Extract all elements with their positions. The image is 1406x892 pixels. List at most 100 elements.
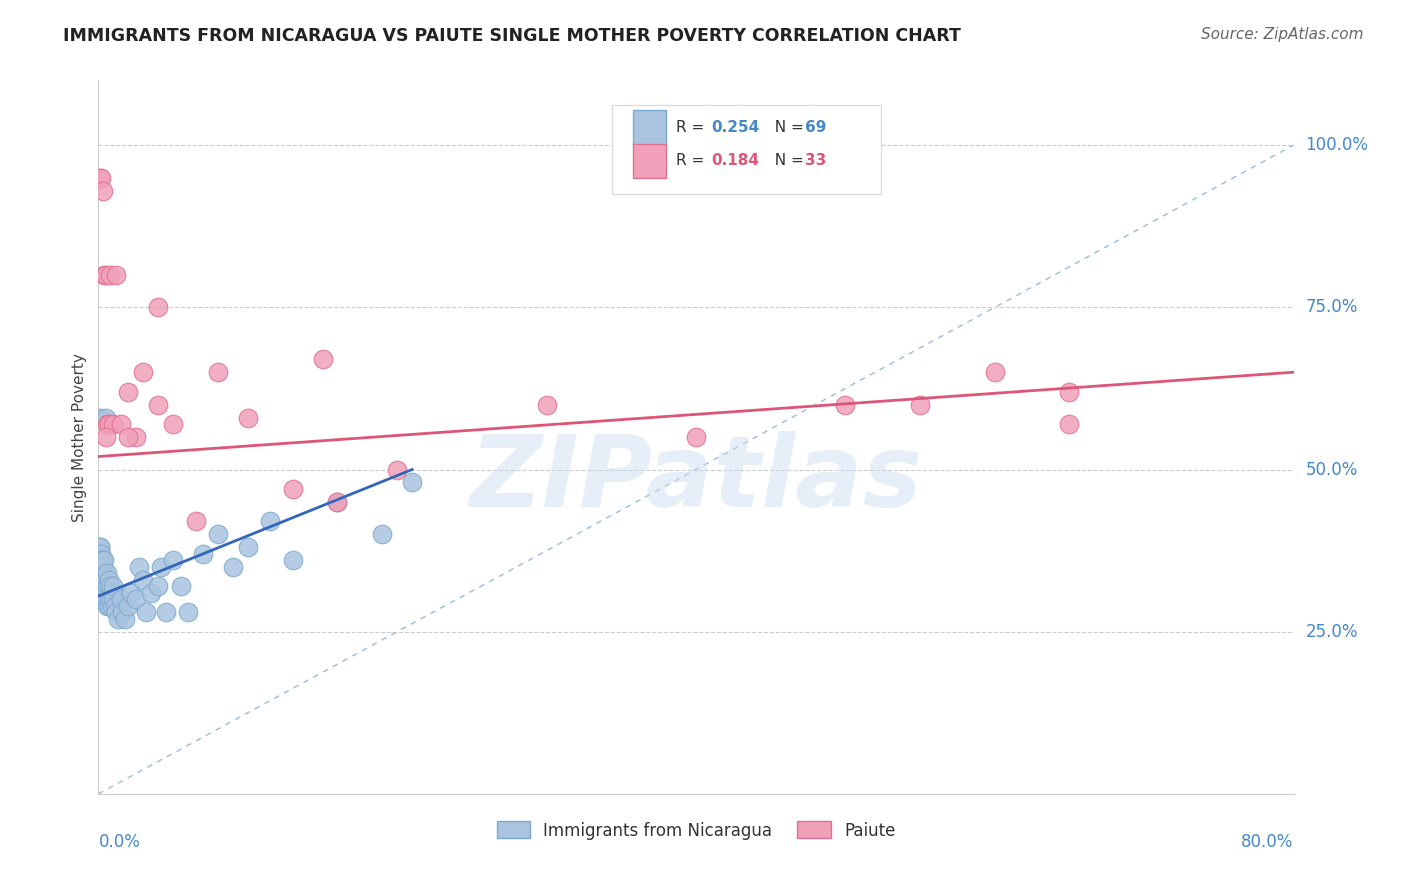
Point [89, 579, 111, 593]
Point [93, 268, 115, 282]
Point [89, 566, 111, 581]
Point [91, 592, 114, 607]
Point [91, 573, 114, 587]
Point [117, 384, 139, 399]
Point [89, 170, 111, 185]
Point [97, 599, 120, 613]
Text: 75.0%: 75.0% [1306, 298, 1358, 317]
Point [236, 541, 259, 555]
Text: 50.0%: 50.0% [1306, 460, 1358, 478]
Point [111, 605, 134, 619]
Point [93, 579, 115, 593]
Point [93, 592, 115, 607]
Bar [633, 144, 666, 178]
Point [184, 515, 207, 529]
Text: 0.254: 0.254 [711, 120, 759, 135]
Point [104, 599, 127, 613]
Point [91, 586, 114, 600]
Text: 0.0%: 0.0% [98, 833, 141, 851]
Point [207, 365, 229, 379]
Legend: Immigrants from Nicaragua, Paiute: Immigrants from Nicaragua, Paiute [489, 814, 903, 847]
Point [117, 599, 139, 613]
Point [98, 579, 122, 593]
Point [139, 586, 162, 600]
Text: 33: 33 [804, 153, 825, 169]
Text: 0.184: 0.184 [711, 153, 759, 169]
Point [236, 410, 259, 425]
Text: 69: 69 [804, 120, 827, 135]
Point [94, 586, 117, 600]
Point [89, 566, 111, 581]
Point [685, 430, 707, 444]
Point [908, 398, 931, 412]
Point [259, 515, 281, 529]
Point [90, 559, 112, 574]
Point [120, 586, 142, 600]
Point [89, 541, 111, 555]
Point [89, 592, 111, 607]
FancyBboxPatch shape [613, 105, 882, 194]
Point [281, 482, 304, 496]
Text: Source: ZipAtlas.com: Source: ZipAtlas.com [1201, 27, 1364, 42]
Point [1059, 384, 1081, 399]
Point [101, 586, 124, 600]
Y-axis label: Single Mother Poverty: Single Mother Poverty [72, 352, 87, 522]
Point [90, 170, 112, 185]
Point [110, 417, 132, 431]
Point [162, 553, 184, 567]
Text: R =: R = [676, 153, 709, 169]
Point [132, 365, 155, 379]
Text: N =: N = [765, 153, 808, 169]
Text: N =: N = [765, 120, 808, 135]
Point [89, 553, 111, 567]
Point [148, 301, 170, 315]
Point [114, 612, 136, 626]
Point [371, 527, 394, 541]
Point [98, 268, 122, 282]
Point [401, 475, 423, 490]
Point [90, 592, 112, 607]
Point [148, 398, 170, 412]
Point [984, 365, 1007, 379]
Point [89, 541, 111, 555]
Point [103, 592, 125, 607]
Point [91, 566, 114, 581]
Text: 80.0%: 80.0% [1241, 833, 1294, 851]
Point [105, 268, 128, 282]
Point [110, 592, 132, 607]
Point [117, 430, 139, 444]
Point [90, 553, 112, 567]
Point [93, 566, 115, 581]
Point [90, 566, 112, 581]
Point [222, 559, 245, 574]
Point [103, 579, 125, 593]
Point [89, 579, 111, 593]
Point [90, 579, 112, 593]
Point [125, 592, 148, 607]
Point [97, 417, 120, 431]
Point [93, 553, 115, 567]
Point [191, 547, 214, 561]
Point [107, 612, 129, 626]
Point [89, 410, 111, 425]
Point [94, 592, 117, 607]
Point [101, 599, 124, 613]
Point [169, 579, 191, 593]
Point [96, 579, 118, 593]
Point [96, 417, 118, 431]
Point [135, 605, 157, 619]
Point [94, 573, 117, 587]
Text: IMMIGRANTS FROM NICARAGUA VS PAIUTE SINGLE MOTHER POVERTY CORRELATION CHART: IMMIGRANTS FROM NICARAGUA VS PAIUTE SING… [63, 27, 962, 45]
Point [105, 605, 128, 619]
Point [91, 184, 114, 198]
Point [94, 410, 117, 425]
Text: 100.0%: 100.0% [1306, 136, 1368, 154]
Point [103, 417, 125, 431]
Point [311, 352, 333, 367]
Point [128, 559, 150, 574]
Point [1059, 417, 1081, 431]
Point [132, 573, 155, 587]
Point [326, 495, 349, 509]
Text: 25.0%: 25.0% [1306, 623, 1358, 640]
Point [97, 573, 120, 587]
